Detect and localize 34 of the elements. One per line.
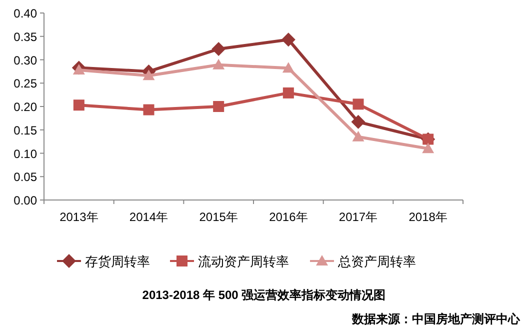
x-tick-label: 2015年 xyxy=(199,210,238,224)
legend-label: 存货周转率 xyxy=(85,254,150,269)
y-tick-label: 0.15 xyxy=(14,123,38,138)
point xyxy=(352,98,364,110)
y-tick-label: 0.05 xyxy=(14,170,38,184)
y-tick-label: 0.20 xyxy=(14,100,38,114)
point xyxy=(352,130,364,142)
point xyxy=(212,58,225,70)
x-tick-label: 2017年 xyxy=(338,210,378,224)
point xyxy=(212,42,226,56)
source-note: 数据来源：中国房地产测评中心 xyxy=(351,312,521,326)
y-tick-label: 0.40 xyxy=(14,6,38,20)
y-tick-label: 0.25 xyxy=(14,76,38,91)
legend-label: 总资产周转率 xyxy=(337,254,416,269)
y-tick-label: 0.00 xyxy=(14,194,38,208)
x-tick-label: 2014年 xyxy=(129,210,168,224)
x-tick-label: 2018年 xyxy=(408,210,448,224)
point xyxy=(422,142,434,154)
point xyxy=(281,32,296,47)
point xyxy=(213,101,224,112)
point xyxy=(282,62,294,73)
point xyxy=(73,100,84,111)
x-tick-label: 2013年 xyxy=(60,210,98,224)
point xyxy=(282,87,294,98)
y-tick-label: 0.35 xyxy=(14,30,38,44)
y-tick-label: 0.10 xyxy=(14,146,38,161)
x-tick-label: 2016年 xyxy=(269,210,308,224)
text: 2013-2018 年 500 强运营效率指标变动情况图 xyxy=(142,288,386,302)
point xyxy=(142,70,155,80)
point xyxy=(72,64,85,75)
legend-label: 流动资产周转率 xyxy=(198,254,289,269)
point xyxy=(351,114,366,129)
y-tick-label: 0.30 xyxy=(14,53,38,68)
point xyxy=(143,104,154,116)
